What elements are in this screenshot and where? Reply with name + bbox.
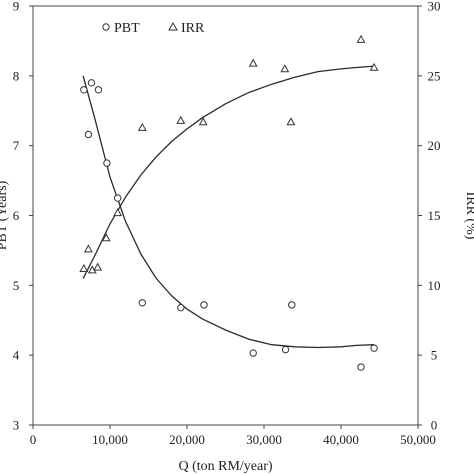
data-point-irr xyxy=(176,115,186,124)
trend-lines xyxy=(82,65,375,349)
data-point-pbt xyxy=(370,344,378,352)
y-right-tick-label: 15 xyxy=(428,208,441,223)
y-right-tick-label: 5 xyxy=(431,348,438,363)
y-left-tick-label: 9 xyxy=(13,0,20,14)
plot-area xyxy=(32,5,419,426)
y-left-tick-label: 7 xyxy=(13,138,20,153)
x-axis-title: Q (ton RM/year) xyxy=(178,459,272,474)
legend-triangle-marker xyxy=(168,21,178,31)
y-right-tick-label: 10 xyxy=(428,278,441,293)
y-left-tick-label: 5 xyxy=(13,278,20,293)
data-point-irr xyxy=(101,233,111,242)
data-point-pbt xyxy=(103,159,111,167)
x-tick-label: 10,000 xyxy=(92,432,128,447)
x-tick-label: 20,000 xyxy=(169,432,205,447)
y-right-tick-label: 25 xyxy=(428,68,441,83)
y-left-tick-label: 3 xyxy=(13,418,20,433)
data-point-irr xyxy=(248,58,258,67)
data-point-pbt xyxy=(288,301,296,309)
trend-line-irr xyxy=(82,65,375,279)
data-point-irr xyxy=(369,62,379,71)
y-right-tick-label: 0 xyxy=(431,418,438,433)
y-left-tick-label: 4 xyxy=(13,348,20,363)
y-right-tick-label: 30 xyxy=(428,0,441,14)
data-point-pbt xyxy=(114,194,122,202)
data-point-irr xyxy=(137,122,147,131)
legend-circle-marker xyxy=(102,23,110,31)
y-right-tick-label: 20 xyxy=(428,138,441,153)
data-point-pbt xyxy=(200,301,208,309)
y-axis-left: 3 4 5 6 7 8 9 xyxy=(13,0,33,433)
data-point-irr xyxy=(280,64,290,73)
data-point-pbt xyxy=(84,130,93,139)
data-point-irr xyxy=(83,244,93,253)
data-markers xyxy=(79,34,379,371)
data-point-irr xyxy=(93,262,103,271)
data-point-irr xyxy=(79,263,89,272)
data-point-pbt xyxy=(94,86,103,94)
data-point-pbt xyxy=(281,345,290,354)
data-point-pbt xyxy=(249,349,257,357)
y-axis-right-title: IRR (%) xyxy=(463,192,474,240)
data-point-pbt xyxy=(80,86,88,94)
x-tick-label: 40,000 xyxy=(323,432,359,447)
x-tick-label: 30,000 xyxy=(246,432,282,447)
data-point-pbt xyxy=(177,303,185,312)
legend-label-irr: IRR xyxy=(181,21,205,36)
trend-line-pbt xyxy=(82,75,375,349)
data-point-pbt xyxy=(357,363,365,371)
legend: PBT IRR xyxy=(102,21,205,36)
legend-label-pbt: PBT xyxy=(114,21,140,36)
data-point-pbt xyxy=(138,299,147,307)
y-axis-left-title: PBT (Years) xyxy=(0,180,10,250)
data-point-pbt xyxy=(87,79,96,87)
data-point-irr xyxy=(113,208,123,217)
data-point-irr xyxy=(356,34,366,43)
data-point-irr xyxy=(286,117,296,126)
y-left-tick-label: 8 xyxy=(13,68,20,83)
data-point-irr xyxy=(198,117,208,126)
x-axis: 0 10,000 20,000 30,000 40,000 50,000 xyxy=(30,425,436,447)
y-axis-right: 0 5 10 15 20 25 30 xyxy=(418,0,441,433)
y-left-tick-label: 6 xyxy=(13,208,20,223)
x-tick-label: 0 xyxy=(30,432,37,447)
x-tick-label: 50,000 xyxy=(400,432,436,447)
